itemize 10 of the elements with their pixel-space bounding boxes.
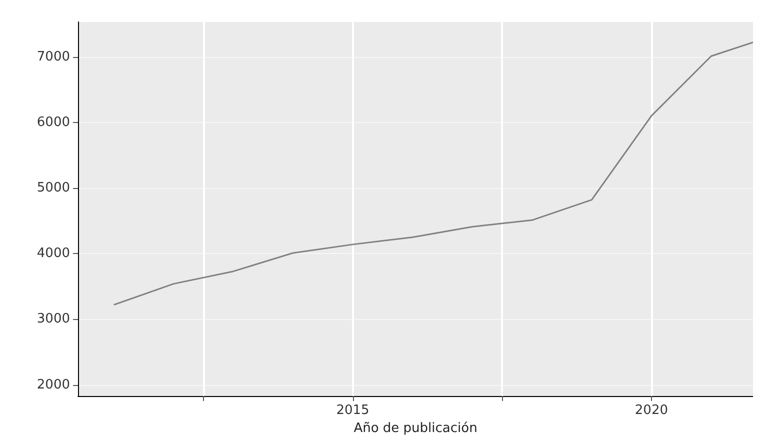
x-tick-label: 2020 [634, 403, 668, 418]
y-tick-label: 6000 [36, 114, 70, 130]
line-series [113, 42, 753, 306]
y-tick-label: 2000 [36, 377, 70, 392]
x-tick-label: 2015 [336, 403, 370, 418]
y-tick-label: 7000 [36, 49, 70, 64]
y-tick-label: 4000 [36, 246, 70, 262]
y-tick-label: 5000 [36, 180, 70, 196]
x-axis-title: Año de publicación [354, 421, 478, 436]
y-tick-label: 3000 [36, 312, 70, 327]
